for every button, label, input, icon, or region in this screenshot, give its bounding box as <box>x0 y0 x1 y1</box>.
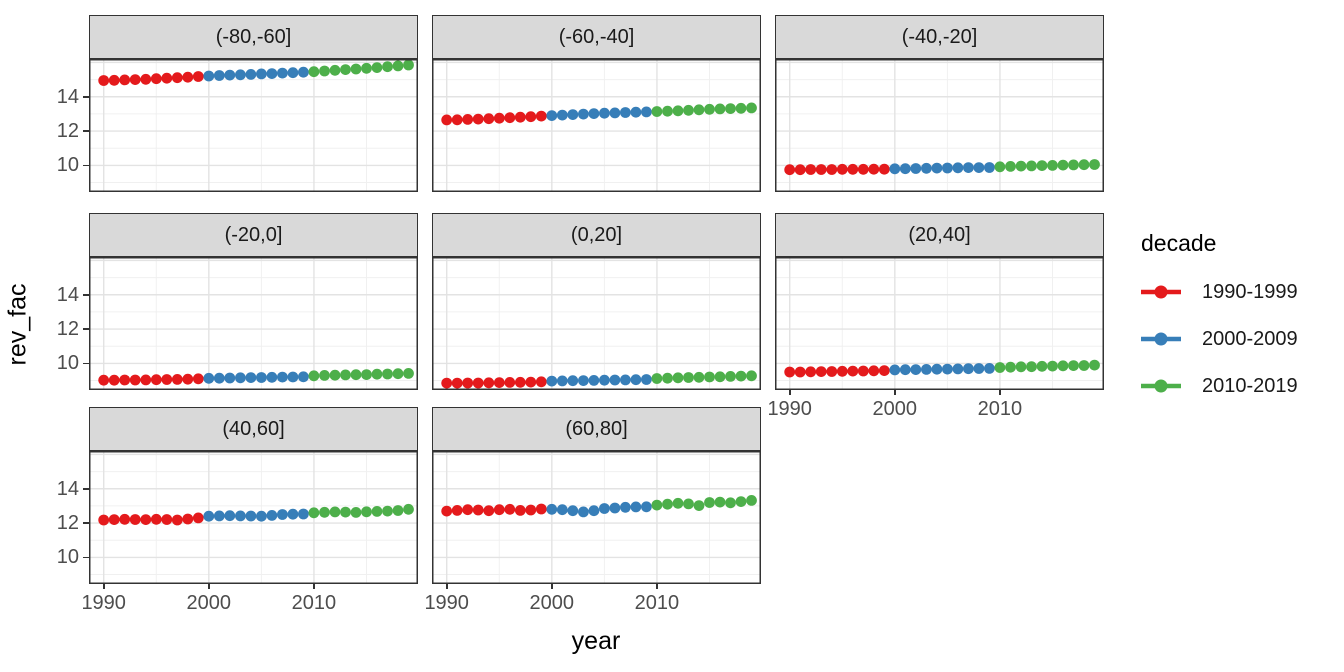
legend-entry-label: 2010-2019 <box>1202 374 1298 397</box>
y-tick-label: 10 <box>56 154 79 177</box>
y-tick-mark <box>83 164 89 167</box>
x-tick-label: 2000 <box>186 592 232 614</box>
x-tick-mark <box>894 390 896 395</box>
facet-panel <box>432 257 761 390</box>
facet-strip-label: (-40,-20] <box>775 15 1104 59</box>
data-points <box>98 503 414 526</box>
gridlines <box>432 257 761 390</box>
facet-panel <box>775 257 1104 390</box>
y-tick-label: 10 <box>56 352 79 375</box>
legend-entry-2000-2009: 2000-2009 <box>1141 326 1298 352</box>
x-tick-mark <box>656 584 658 589</box>
x-tick-label: 2000 <box>529 592 575 614</box>
facet-panel <box>89 451 418 584</box>
x-tick-mark <box>208 584 210 589</box>
gridlines <box>432 451 761 584</box>
facet-strip-label: (-20,0] <box>89 213 418 257</box>
data-points <box>98 368 414 386</box>
data-points <box>98 59 414 86</box>
facet-(20,40]: (20,40] <box>775 213 1104 390</box>
facet-panel <box>432 59 761 192</box>
y-tick-mark <box>83 130 89 132</box>
y-tick-label: 12 <box>56 512 79 535</box>
facet-(-60,-40]: (-60,-40] <box>432 15 761 192</box>
x-tick-mark <box>999 390 1001 395</box>
facet-strip-label: (-60,-40] <box>432 15 761 59</box>
y-tick-label: 12 <box>56 318 79 341</box>
legend-entry-label: 1990-1999 <box>1202 280 1298 303</box>
y-tick-label: 14 <box>56 283 79 306</box>
y-tick-label: 14 <box>56 477 79 500</box>
facet-strip-label: (20,40] <box>775 213 1104 257</box>
y-tick-label: 14 <box>56 85 79 108</box>
facet-(-80,-60]: (-80,-60] <box>89 15 418 192</box>
x-tick-label: 1990 <box>767 398 812 420</box>
x-tick-mark <box>551 584 553 589</box>
x-tick-label: 2010 <box>634 592 680 614</box>
legend-entry-1990-1999: 1990-1999 <box>1141 279 1298 305</box>
gridlines <box>432 59 761 192</box>
x-tick-label: 1990 <box>81 592 126 614</box>
facet-(60,80]: (60,80] <box>432 407 761 584</box>
legend-title: decade <box>1141 230 1217 256</box>
facet-panel <box>775 59 1104 192</box>
facet-(0,20]: (0,20] <box>432 213 761 390</box>
facet-(-20,0]: (-20,0] <box>89 213 418 390</box>
facet-(-40,-20]: (-40,-20] <box>775 15 1104 192</box>
legend-key-icon <box>1141 285 1181 299</box>
x-tick-mark <box>103 584 105 589</box>
facet-panel <box>89 59 418 192</box>
y-tick-label: 10 <box>56 546 79 569</box>
y-axis-title: rev_fac <box>3 283 32 366</box>
y-tick-mark <box>83 522 89 524</box>
legend-key-icon <box>1141 379 1181 393</box>
x-tick-label: 2010 <box>291 592 337 614</box>
legend-entry-label: 2000-2009 <box>1202 327 1298 350</box>
facet-(40,60]: (40,60] <box>89 407 418 584</box>
y-tick-mark <box>83 294 89 296</box>
legend-key-icon <box>1141 332 1181 346</box>
gridlines <box>89 451 418 584</box>
facet-panel <box>89 257 418 390</box>
facet-strip-label: (60,80] <box>432 407 761 451</box>
x-tick-mark <box>446 584 448 589</box>
x-tick-label: 2000 <box>872 398 918 420</box>
data-points <box>441 102 757 126</box>
facet-strip-label: (0,20] <box>432 213 761 257</box>
y-tick-label: 12 <box>56 120 79 143</box>
data-points <box>441 370 757 389</box>
x-tick-label: 1990 <box>424 592 469 614</box>
y-tick-mark <box>83 362 89 365</box>
y-tick-mark <box>83 488 89 490</box>
x-tick-label: 2010 <box>977 398 1023 420</box>
facet-strip-label: (40,60] <box>89 407 418 451</box>
y-tick-mark <box>83 328 89 330</box>
data-points <box>784 359 1100 378</box>
data-points <box>441 495 757 518</box>
data-points <box>784 159 1100 176</box>
y-tick-mark <box>83 96 89 98</box>
legend-entry-2010-2019: 2010-2019 <box>1141 373 1298 399</box>
x-tick-mark <box>313 584 315 589</box>
x-tick-mark <box>789 390 791 395</box>
facet-strip-label: (-80,-60] <box>89 15 418 59</box>
y-tick-mark <box>83 556 89 559</box>
legend: decade 1990-1999 2000-2009 2010-2019 <box>1141 230 1298 420</box>
gridlines <box>89 59 418 192</box>
facet-panel <box>432 451 761 584</box>
x-axis-title: year <box>571 627 621 655</box>
